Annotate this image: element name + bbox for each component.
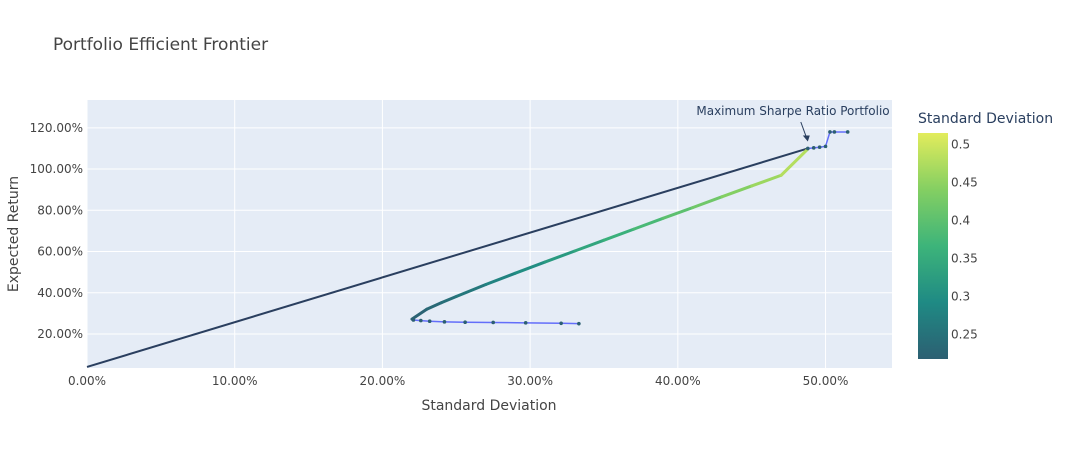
colorbar-bar [918,133,948,359]
portfolio-point [491,320,495,325]
colorbar-tick-label: 0.25 [951,328,978,342]
y-tick-label: 20.00% [37,327,83,341]
colorbar-tick-label: 0.3 [951,290,970,304]
annotation: Maximum Sharpe Ratio Portfolio [696,104,890,142]
frontier-segment [602,227,636,242]
x-tick-label: 10.00% [212,374,258,388]
portfolio-point [817,145,822,150]
portfolio-point [823,144,828,149]
portfolio-point [442,320,447,324]
frontier-segment [425,301,443,311]
portfolio-point [523,321,528,325]
y-axis-title: Expected Return [6,176,22,292]
series-layer [86,130,850,368]
frontier-segment [661,206,695,220]
x-axis-title: Standard Deviation [421,398,556,414]
frontier-segment [632,216,665,231]
chart-title: Portfolio Efficient Frontier [53,35,268,55]
portfolio-point [427,319,432,324]
colorbar-tick-label: 0.45 [951,175,978,189]
portfolio-point [811,146,816,150]
x-tick-label: 40.00% [655,374,701,388]
portfolio-point [559,321,563,326]
portfolio-point [463,320,467,325]
colorbar-tick-label: 0.4 [951,214,970,228]
portfolio-point [832,130,837,134]
capital-market-line [86,147,809,368]
colorbar-title: Standard Deviation [918,111,1053,127]
x-tick-label: 20.00% [360,374,406,388]
annotation-text: Maximum Sharpe Ratio Portfolio [696,104,889,118]
colorbar-tick-label: 0.35 [951,252,978,266]
frontier-segment [439,294,458,305]
frontier-segment [454,283,488,298]
frontier-segment [543,249,576,264]
portfolio-point [577,321,581,326]
portfolio-point [411,318,416,322]
frontier-segment [484,271,517,287]
y-tick-label: 60.00% [37,245,83,259]
frontier-segment [410,307,429,321]
frontier-segment [750,173,783,188]
y-tick-label: 120.00% [30,121,83,135]
annotation-arrowhead [802,135,810,142]
frontier-segment [720,184,754,199]
y-tick-label: 100.00% [30,162,83,176]
x-tick-label: 30.00% [507,374,553,388]
portfolio-point [845,130,850,134]
frontier-segment [572,238,606,253]
colorbar-tick-label: 0.5 [951,137,970,151]
y-tick-label: 40.00% [37,286,83,300]
frontier-segment [779,147,810,177]
portfolio-point [828,130,832,134]
x-axis-ticks: 0.00% 10.00% 20.00% 30.00% 40.00% 50.00% [68,374,848,388]
frontier-segment [691,195,724,210]
portfolio-point [419,318,423,323]
x-tick-label: 0.00% [68,374,106,388]
y-axis-ticks: 20.00% 40.00% 60.00% 80.00% 100.00% 120.00% [30,121,83,341]
y-tick-label: 80.00% [37,203,83,217]
x-tick-label: 50.00% [803,374,849,388]
portfolio-point [806,146,810,151]
frontier-segment [513,260,547,275]
colorbar: Standard Deviation 0.25 0.3 0.35 0.4 0.45 0.5 [918,111,1053,359]
plot-area [87,100,892,368]
